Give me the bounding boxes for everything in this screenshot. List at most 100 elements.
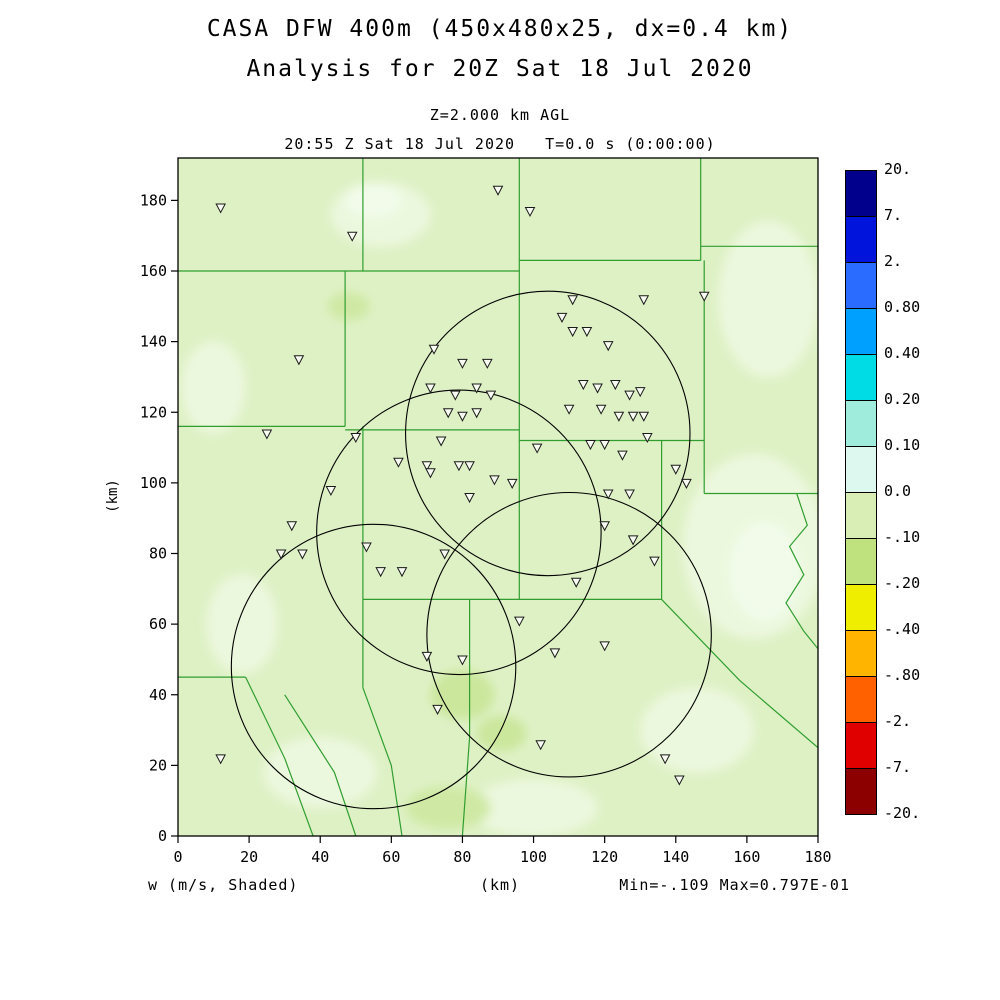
station-marker: [464, 461, 475, 472]
station-marker: [624, 489, 635, 500]
station-marker: [698, 291, 710, 302]
shade-patch: [729, 521, 801, 621]
colorbar-tick-label: -2.: [884, 712, 912, 730]
station-marker: [453, 461, 465, 472]
colorbar-tick-label: -.10: [884, 528, 921, 546]
station-marker: [450, 390, 461, 401]
station-marker: [567, 327, 578, 338]
station-marker: [627, 411, 639, 422]
colorbar-segment: [846, 263, 876, 309]
y-tick-label: 120: [140, 403, 167, 421]
station-marker: [524, 206, 536, 218]
station-marker: [649, 556, 660, 567]
colorbar-segment: [846, 493, 876, 539]
map-plot: 0 20 40 60 80 100 120 140 160 180 0 20 40 60 80 100 120 1…: [140, 157, 832, 866]
shade-patch: [206, 574, 278, 674]
y-tick-label: 180: [140, 191, 167, 209]
station-marker: [471, 408, 482, 419]
station-marker: [581, 327, 593, 338]
station-marker: [325, 485, 337, 497]
colorbar-tick-label: 20.: [884, 160, 912, 178]
x-tick-label: 60: [382, 848, 400, 866]
colorbar-tick-label: -.80: [884, 666, 921, 684]
station-marker: [599, 440, 610, 451]
station-marker: [514, 616, 525, 627]
colorbar-tick-label: 2.: [884, 252, 903, 270]
station-marker: [457, 358, 468, 369]
field-label: w (m/s, Shaded): [148, 876, 299, 894]
station-marker: [432, 704, 443, 715]
station-marker: [634, 387, 646, 398]
shade-patch: [640, 687, 754, 773]
county-boundary: [661, 598, 818, 749]
station-marker: [215, 203, 226, 214]
colorbar-segment: [846, 723, 876, 769]
station-marker: [435, 436, 447, 447]
station-marker: [602, 489, 614, 500]
y-axis-label: (km): [105, 479, 121, 513]
station-marker: [599, 521, 610, 532]
station-marker: [361, 542, 372, 553]
colorbar-segment: [846, 309, 876, 355]
county-boundaries: [178, 158, 818, 836]
x-tick-label: 20: [240, 848, 258, 866]
station-marker: [439, 549, 450, 560]
station-marker: [297, 549, 308, 560]
colorbar-segment: [846, 447, 876, 493]
station-marker: [659, 754, 671, 765]
x-tick-label: 0: [173, 848, 182, 866]
station-marker: [346, 231, 358, 242]
x-tick-label: 40: [311, 848, 329, 866]
colorbar-tick-label: 7.: [884, 206, 903, 224]
station-marker: [506, 478, 518, 489]
colorbar-tick-label: 0.0: [884, 482, 912, 500]
station-marker: [617, 450, 628, 461]
station-markers: [215, 185, 710, 786]
station-marker: [425, 468, 436, 479]
range-circle: [405, 290, 691, 577]
x-tick-label: 180: [804, 848, 831, 866]
station-marker: [457, 655, 468, 666]
county-boundary: [785, 493, 818, 650]
colorbar-tick-label: 0.20: [884, 390, 921, 408]
station-marker: [638, 295, 650, 306]
colorbar-segment: [846, 539, 876, 585]
y-tick-label: 20: [149, 756, 167, 774]
shade-patch: [476, 715, 527, 752]
county-boundary: [362, 687, 403, 836]
y-tick-label: 100: [140, 474, 167, 492]
station-marker: [457, 411, 468, 422]
x-tick-label: 100: [520, 848, 547, 866]
x-tick-label: 140: [662, 848, 689, 866]
station-marker: [215, 754, 226, 765]
station-marker: [375, 567, 386, 578]
station-marker: [585, 440, 596, 451]
station-marker: [275, 549, 287, 560]
colorbar-segment: [846, 355, 876, 401]
shade-patch: [345, 182, 402, 219]
colorbar-segment: [846, 217, 876, 263]
range-circle: [426, 491, 712, 778]
colorbar: [845, 170, 877, 815]
colorbar-tick-label: -.40: [884, 620, 921, 638]
county-boundary: [461, 599, 471, 836]
colorbar-tick-label: -7.: [884, 758, 912, 776]
colorbar-tick-label: 0.40: [884, 344, 921, 362]
station-marker: [599, 641, 610, 652]
shade-patch: [181, 341, 246, 434]
station-marker: [578, 380, 589, 391]
station-marker: [286, 521, 298, 532]
range-circle: [230, 523, 517, 810]
shade-patch: [263, 736, 378, 808]
station-marker: [421, 651, 433, 662]
colorbar-segment: [846, 769, 876, 814]
station-marker: [489, 475, 500, 486]
station-marker: [350, 432, 362, 444]
station-marker: [393, 457, 404, 468]
time-label: 20:55 Z Sat 18 Jul 2020 T=0.0 s (0:00:00…: [284, 135, 716, 153]
y-tick-label: 80: [149, 545, 167, 563]
station-marker: [613, 411, 625, 422]
shaded-field-patches: [181, 182, 818, 836]
colorbar-segment: [846, 171, 876, 217]
station-marker: [602, 341, 614, 352]
